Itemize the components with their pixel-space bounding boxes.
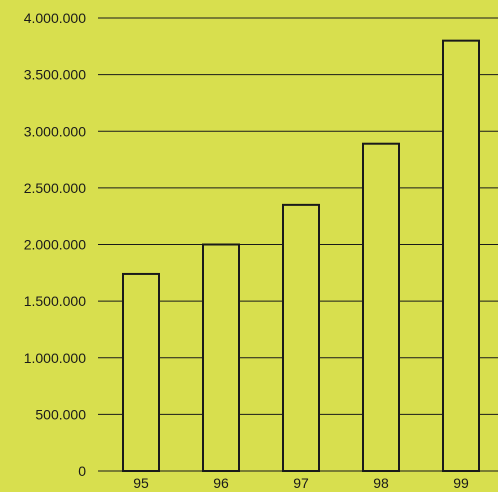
bar-98 bbox=[362, 142, 400, 473]
x-tick-label: 99 bbox=[453, 475, 469, 491]
x-tick-label: 96 bbox=[213, 475, 229, 491]
y-tick-label: 4.000.000 bbox=[24, 10, 86, 26]
x-tick-label: 95 bbox=[133, 475, 149, 491]
y-tick-label: 1.000.000 bbox=[24, 350, 86, 366]
y-tick-labels: 0 500.000 1.000.000 1.500.000 2.000.000 2.500… bbox=[24, 10, 87, 479]
bars bbox=[122, 39, 480, 473]
bar-97 bbox=[282, 203, 320, 473]
y-tick-label: 500.000 bbox=[35, 406, 86, 422]
bar-99 bbox=[442, 39, 480, 473]
x-tick-labels: 95 96 97 98 99 bbox=[133, 475, 469, 491]
y-tick-label: 3.000.000 bbox=[24, 123, 86, 139]
y-tick-label: 3.500.000 bbox=[24, 67, 86, 83]
y-tick-label: 2.000.000 bbox=[24, 237, 86, 253]
y-tick-label: 0 bbox=[78, 463, 86, 479]
bar-95 bbox=[122, 272, 160, 472]
y-tick-label: 1.500.000 bbox=[24, 293, 86, 309]
y-tick-label: 2.500.000 bbox=[24, 180, 86, 196]
bar-96 bbox=[202, 243, 240, 472]
x-tick-label: 98 bbox=[373, 475, 389, 491]
x-tick-label: 97 bbox=[293, 475, 309, 491]
